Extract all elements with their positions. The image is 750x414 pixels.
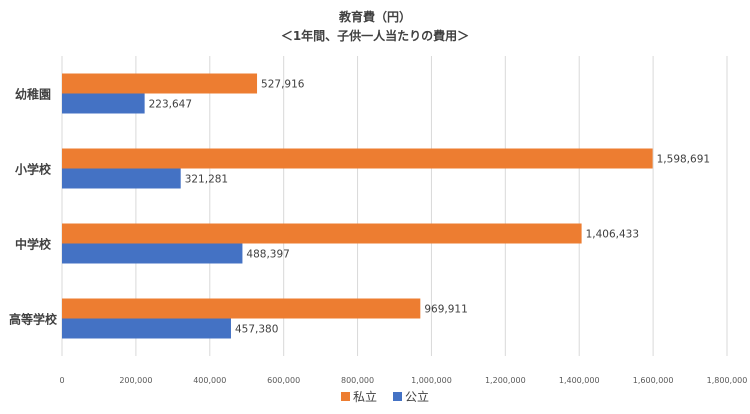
data-label: 457,380 — [235, 324, 278, 336]
bar-private — [62, 148, 653, 169]
x-tick-label: 600,000 — [267, 376, 300, 385]
x-tick-label: 1,200,000 — [485, 376, 526, 385]
bar-public — [62, 243, 243, 264]
category-label: 高等学校 — [9, 312, 58, 327]
x-tick-label: 800,000 — [341, 376, 374, 385]
legend-swatch-private — [341, 392, 350, 401]
bar-private — [62, 298, 421, 319]
x-tick-label: 400,000 — [193, 376, 226, 385]
x-tick-label: 1,000,000 — [411, 376, 452, 385]
bar-private — [62, 223, 582, 244]
data-label: 223,647 — [149, 99, 192, 111]
x-tick-label: 1,800,000 — [707, 376, 748, 385]
bar-public — [62, 168, 181, 189]
chart-subtitle: ＜1年間、子供一人当たりの費用＞ — [280, 29, 470, 43]
bar-public — [62, 93, 145, 114]
x-tick-label: 1,400,000 — [559, 376, 600, 385]
legend-label: 私立 — [353, 389, 377, 404]
legend-swatch-public — [393, 392, 402, 401]
data-label: 969,911 — [424, 304, 467, 316]
data-label: 488,397 — [246, 249, 289, 261]
category-label: 小学校 — [15, 162, 52, 177]
data-label: 1,406,433 — [586, 229, 639, 241]
x-tick-label: 1,600,000 — [633, 376, 674, 385]
bar-public — [62, 318, 231, 339]
bar-private — [62, 73, 258, 94]
data-label: 1,598,691 — [657, 154, 710, 166]
chart-title: 教育費（円） — [338, 10, 411, 24]
legend-label: 公立 — [405, 389, 429, 404]
category-label: 幼稚園 — [15, 87, 51, 102]
category-label: 中学校 — [15, 237, 52, 252]
data-label: 527,916 — [261, 79, 305, 91]
x-tick-label: 200,000 — [119, 376, 152, 385]
data-label: 321,281 — [185, 174, 228, 186]
x-tick-label: 0 — [59, 376, 64, 385]
